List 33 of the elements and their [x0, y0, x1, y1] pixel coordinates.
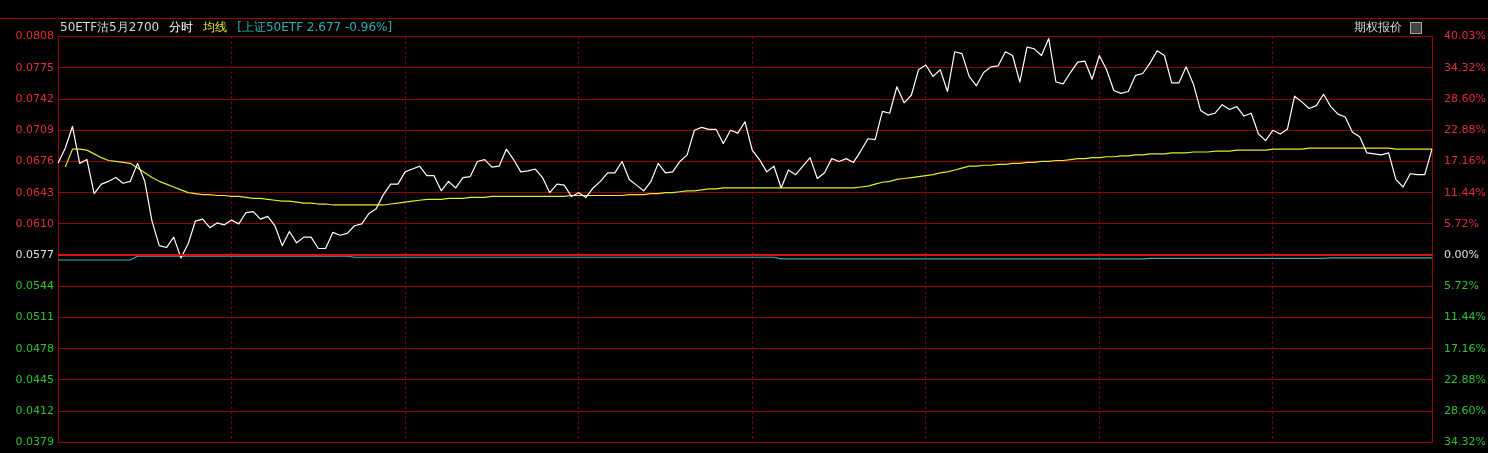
y2-tick-label: 34.32% [1444, 435, 1486, 449]
y-tick-label: 0.0478 [15, 341, 54, 355]
y2-tick-label: 0.00% [1444, 247, 1479, 261]
y-tick-label: 0.0445 [15, 372, 54, 386]
y-tick-label: 0.0775 [15, 60, 54, 74]
y2-tick-label: 5.72% [1444, 216, 1479, 230]
y-tick-label: 0.0379 [15, 435, 54, 449]
y2-tick-label: 11.44% [1444, 185, 1486, 199]
y2-tick-label: 28.60% [1444, 404, 1486, 418]
y2-tick-label: 22.88% [1444, 123, 1486, 137]
y2-tick-label: 28.60% [1444, 91, 1486, 105]
y-tick-label: 0.0742 [15, 91, 54, 105]
y2-tick-label: 17.16% [1444, 154, 1486, 168]
text: 分时 [169, 19, 194, 36]
text: 均线 [203, 19, 228, 36]
y-tick-label: 0.0709 [15, 123, 54, 137]
text: [上证50ETF 2.677 -0.96%] [237, 19, 393, 36]
y-tick-label: 0.0676 [15, 154, 54, 168]
y-tick-label: 0.0643 [15, 185, 54, 199]
y-tick-label: 0.0577 [15, 247, 54, 261]
y2-tick-label: 17.16% [1444, 341, 1486, 355]
y2-tick-label: 22.88% [1444, 372, 1486, 386]
y2-tick-label: 40.03% [1444, 29, 1486, 43]
y-tick-label: 0.0511 [15, 310, 54, 324]
text: 期权报价 [1354, 19, 1402, 36]
y2-tick-label: 34.32% [1444, 60, 1486, 74]
y2-tick-label: 5.72% [1444, 279, 1479, 293]
y-tick-label: 0.0412 [15, 404, 54, 418]
y-tick-label: 0.0544 [15, 279, 54, 293]
y-tick-label: 0.0610 [15, 216, 54, 230]
y-tick-label: 0.0808 [15, 29, 54, 43]
chart-title: 50ETF沽5月2700 [60, 19, 160, 36]
y2-tick-label: 11.44% [1444, 310, 1486, 324]
